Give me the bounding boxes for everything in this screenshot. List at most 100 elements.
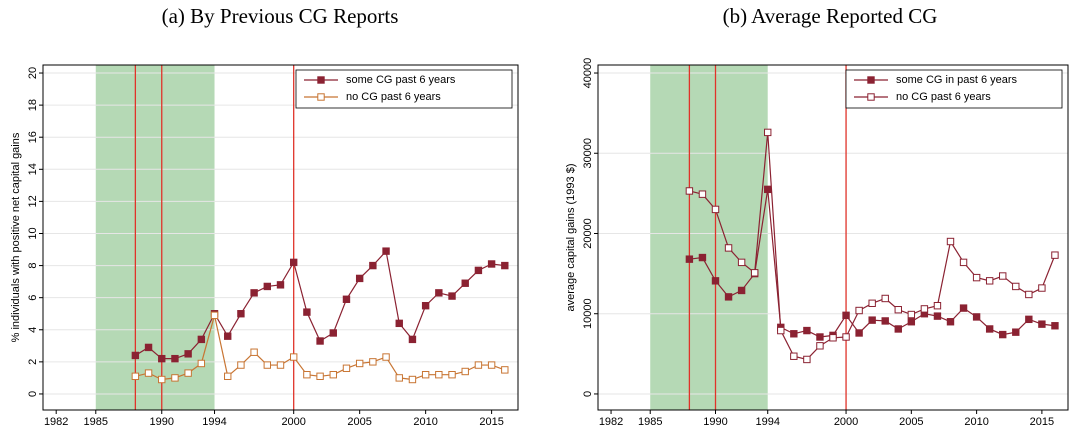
marker xyxy=(737,258,746,267)
marker xyxy=(959,258,968,267)
marker xyxy=(946,318,955,326)
marker xyxy=(985,325,994,333)
y-tick-label: 0 xyxy=(582,391,594,397)
x-tick-label: 1982 xyxy=(599,416,623,428)
x-tick-label: 1982 xyxy=(44,416,68,428)
marker xyxy=(355,274,364,283)
marker xyxy=(711,277,720,285)
marker xyxy=(197,359,206,368)
y-tick-label: 4 xyxy=(27,327,39,333)
legend-marker xyxy=(867,93,875,101)
marker xyxy=(263,282,272,291)
marker xyxy=(355,359,364,368)
marker xyxy=(276,281,285,289)
marker xyxy=(224,372,232,381)
marker xyxy=(382,353,390,361)
legend-label: no CG past 6 years xyxy=(896,91,991,103)
marker xyxy=(250,289,258,297)
marker xyxy=(144,369,153,377)
marker xyxy=(972,273,981,282)
marker xyxy=(946,237,955,246)
marker xyxy=(276,361,285,369)
y-tick-label: 20000 xyxy=(582,218,594,249)
marker xyxy=(501,261,509,270)
y-tick-label: 8 xyxy=(27,263,39,269)
x-tick-label: 1994 xyxy=(202,416,226,428)
marker xyxy=(316,372,324,381)
marker xyxy=(158,354,166,363)
marker xyxy=(1038,284,1046,292)
x-tick-label: 2015 xyxy=(479,416,503,428)
marker xyxy=(224,332,232,340)
legend-label: some CG in past 6 years xyxy=(896,74,1018,86)
marker xyxy=(158,375,166,384)
shaded-period xyxy=(650,65,768,410)
marker xyxy=(1038,320,1046,328)
marker xyxy=(999,330,1007,339)
marker xyxy=(777,326,785,335)
shaded-period xyxy=(95,65,215,410)
marker xyxy=(461,279,469,287)
marker xyxy=(171,374,179,382)
x-tick-label: 2000 xyxy=(834,416,858,428)
x-tick-label: 1985 xyxy=(638,416,662,428)
y-tick-label: 30000 xyxy=(582,138,594,169)
marker xyxy=(1012,282,1020,291)
marker xyxy=(1051,322,1059,330)
chart-title: (b) Average Reported CG xyxy=(723,4,938,28)
marker xyxy=(685,187,694,195)
marker xyxy=(959,304,968,312)
marker xyxy=(881,294,889,303)
marker xyxy=(907,318,916,326)
marker xyxy=(342,295,351,303)
marker xyxy=(868,299,876,307)
marker xyxy=(250,348,258,356)
marker xyxy=(421,301,430,310)
y-tick-label: 20 xyxy=(27,67,39,79)
marker xyxy=(289,353,298,361)
marker xyxy=(868,316,876,324)
marker xyxy=(329,329,337,337)
y-axis-label: average capital gains (1993 $) xyxy=(565,164,577,312)
marker xyxy=(711,205,720,214)
marker xyxy=(816,342,824,350)
marker xyxy=(487,260,496,268)
marker xyxy=(144,343,153,352)
marker xyxy=(131,351,140,360)
marker xyxy=(395,319,403,328)
marker xyxy=(907,310,916,319)
marker xyxy=(764,128,772,137)
marker xyxy=(171,354,179,363)
marker xyxy=(803,326,811,335)
marker xyxy=(369,358,377,366)
marker xyxy=(842,311,850,320)
marker xyxy=(972,313,981,321)
y-tick-label: 6 xyxy=(27,295,39,301)
marker xyxy=(448,370,456,379)
x-tick-label: 2005 xyxy=(899,416,923,428)
y-tick-label: 40000 xyxy=(582,58,594,89)
marker xyxy=(289,258,298,267)
marker xyxy=(1051,251,1059,259)
marker xyxy=(724,244,733,252)
x-tick-label: 1985 xyxy=(84,416,108,428)
x-tick-label: 1990 xyxy=(703,416,727,428)
marker xyxy=(131,372,140,381)
marker xyxy=(698,190,707,198)
marker xyxy=(920,305,929,313)
marker xyxy=(999,272,1007,280)
marker xyxy=(842,333,850,341)
marker xyxy=(1025,290,1033,299)
marker xyxy=(237,361,245,369)
marker xyxy=(1012,328,1020,336)
chart-title: (a) By Previous CG Reports xyxy=(162,4,399,28)
y-axis-label: % individuals with positive net capital … xyxy=(10,132,22,342)
marker xyxy=(816,333,824,341)
marker xyxy=(1025,315,1033,324)
marker xyxy=(933,301,942,310)
marker xyxy=(855,306,863,315)
marker xyxy=(474,361,483,369)
x-tick-label: 2015 xyxy=(1030,416,1054,428)
legend-box xyxy=(295,69,513,109)
y-tick-label: 16 xyxy=(27,131,39,143)
